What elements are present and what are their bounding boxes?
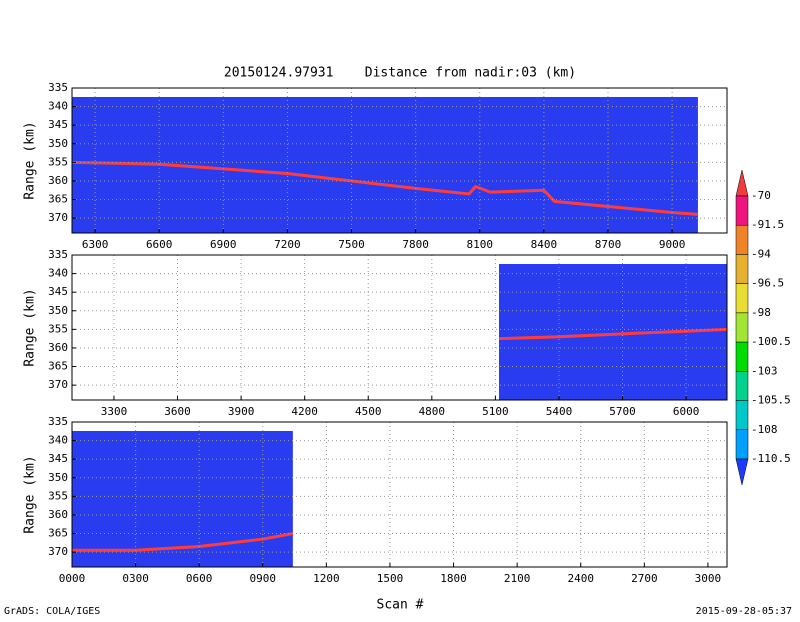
y-tick-label: 365: [48, 360, 68, 373]
x-tick-label: 8400: [531, 238, 558, 251]
x-tick-label: 8100: [466, 238, 493, 251]
colorbar-label: -105.5: [751, 394, 791, 407]
x-tick-label: 3000: [695, 572, 722, 585]
y-tick-label: 345: [48, 118, 68, 131]
colorbar-label: -94: [751, 247, 771, 260]
x-tick-label: 9000: [659, 238, 686, 251]
colorbar-segment: [735, 341, 749, 372]
x-tick-label: 3600: [164, 405, 191, 418]
colorbar-label: -108: [751, 423, 778, 436]
y-tick-label: 365: [48, 527, 68, 540]
footer-right: 2015-09-28-05:37: [696, 606, 792, 617]
x-tick-label: 8700: [595, 238, 622, 251]
colorbar-segment: [735, 254, 749, 284]
x-tick-label: 0900: [250, 572, 277, 585]
x-tick-label: 7500: [338, 238, 365, 251]
y-tick-label: 345: [48, 452, 68, 465]
x-tick-label: 7200: [274, 238, 301, 251]
x-tick-label: 0000: [59, 572, 86, 585]
x-tick-label: 0300: [122, 572, 149, 585]
colorbar-label: -91.5: [751, 218, 784, 231]
y-tick-label: 360: [48, 341, 68, 354]
colorbar-label: -110.5: [751, 452, 791, 465]
colorbar-label: -98: [751, 306, 771, 319]
x-tick-label: 7800: [402, 238, 429, 251]
x-tick-label: 6000: [673, 405, 700, 418]
x-tick-label: 5400: [546, 405, 573, 418]
y-tick-label: 335: [48, 81, 68, 94]
colorbar-cap: [735, 169, 749, 197]
y-tick-label: 340: [48, 100, 68, 113]
x-tick-label: 5100: [482, 405, 509, 418]
y-tick-label: 370: [48, 378, 68, 391]
y-tick-label: 335: [48, 415, 68, 428]
y-axis-label: Range (km): [23, 121, 38, 199]
x-tick-label: 4500: [355, 405, 382, 418]
y-tick-label: 340: [48, 434, 68, 447]
colorbar-segment: [735, 429, 749, 460]
y-tick-label: 345: [48, 285, 68, 298]
colorbar-cap: [735, 458, 749, 486]
surface-line: [498, 327, 728, 341]
x-tick-label: 3900: [228, 405, 255, 418]
colorbar-label: -103: [751, 364, 778, 377]
surface-line: [71, 160, 699, 216]
y-tick-label: 350: [48, 304, 68, 317]
x-tick-label: 5700: [609, 405, 636, 418]
x-tick-label: 2100: [504, 572, 531, 585]
colorbar-segment: [735, 312, 749, 343]
x-tick-label: 6300: [82, 238, 109, 251]
y-tick-label: 350: [48, 137, 68, 150]
data-coverage: [72, 431, 293, 567]
plot-frame: [71, 421, 728, 568]
colorbar-label: -100.5: [751, 335, 791, 348]
x-axis-label: Scan #: [377, 598, 424, 613]
x-tick-label: 2400: [567, 572, 594, 585]
x-tick-label: 1800: [440, 572, 467, 585]
y-tick-label: 365: [48, 193, 68, 206]
y-tick-label: 355: [48, 489, 68, 502]
x-tick-label: 0600: [186, 572, 213, 585]
plot-frame: [71, 87, 728, 234]
x-tick-label: 1200: [313, 572, 340, 585]
y-tick-label: 360: [48, 508, 68, 521]
colorbar-label: -70: [751, 189, 771, 202]
x-tick-label: 6600: [146, 238, 173, 251]
y-tick-label: 360: [48, 174, 68, 187]
y-tick-label: 355: [48, 322, 68, 335]
footer-left: GrADS: COLA/IGES: [4, 606, 100, 617]
x-tick-label: 3300: [101, 405, 128, 418]
y-tick-label: 340: [48, 267, 68, 280]
y-tick-label: 350: [48, 471, 68, 484]
colorbar-segment: [735, 283, 749, 314]
x-tick-label: 1500: [377, 572, 404, 585]
chart-title: 20150124.97931 Distance from nadir:03 (k…: [224, 66, 576, 81]
y-tick-label: 370: [48, 211, 68, 224]
y-axis-label: Range (km): [23, 455, 38, 533]
colorbar-segment: [735, 371, 749, 401]
colorbar-label: -96.5: [751, 277, 784, 290]
x-tick-label: 2700: [631, 572, 658, 585]
x-tick-label: 4800: [419, 405, 446, 418]
y-tick-label: 355: [48, 155, 68, 168]
colorbar-segment: [735, 224, 749, 255]
x-tick-label: 4200: [291, 405, 318, 418]
colorbar-segment: [735, 400, 749, 431]
y-tick-label: 370: [48, 545, 68, 558]
plot-frame: [71, 254, 728, 401]
y-tick-label: 335: [48, 248, 68, 261]
colorbar-segment: [735, 195, 749, 226]
x-tick-label: 6900: [210, 238, 237, 251]
y-axis-label: Range (km): [23, 288, 38, 366]
